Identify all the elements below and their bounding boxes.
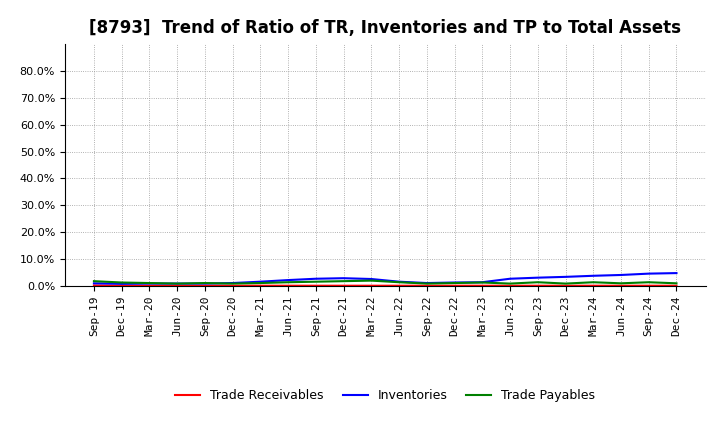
Inventories [145, 281, 154, 286]
Trade Receivables [145, 283, 154, 288]
Inventories [228, 280, 237, 286]
Trade Payables [201, 280, 210, 286]
Inventories [534, 275, 542, 280]
Trade Receivables [117, 283, 126, 288]
Trade Receivables [561, 283, 570, 288]
Trade Payables [256, 280, 265, 286]
Trade Payables [450, 280, 459, 286]
Trade Payables [616, 281, 625, 286]
Inventories [644, 271, 653, 276]
Inventories [478, 279, 487, 285]
Trade Payables [312, 279, 320, 284]
Trade Payables [423, 281, 431, 286]
Trade Receivables [367, 283, 376, 288]
Trade Payables [589, 279, 598, 285]
Trade Payables [534, 279, 542, 285]
Trade Payables [367, 278, 376, 283]
Inventories [284, 278, 292, 283]
Trade Payables [145, 280, 154, 286]
Trade Receivables [616, 283, 625, 288]
Trade Receivables [644, 283, 653, 288]
Trade Receivables [505, 283, 514, 288]
Trade Payables [672, 281, 681, 286]
Trade Payables [228, 281, 237, 286]
Trade Receivables [339, 283, 348, 288]
Inventories [672, 271, 681, 276]
Trade Receivables [672, 283, 681, 288]
Inventories [589, 273, 598, 279]
Line: Trade Payables: Trade Payables [94, 281, 677, 284]
Inventories [505, 276, 514, 282]
Trade Payables [284, 279, 292, 285]
Trade Payables [644, 279, 653, 285]
Trade Payables [173, 281, 181, 286]
Trade Receivables [312, 283, 320, 288]
Title: [8793]  Trend of Ratio of TR, Inventories and TP to Total Assets: [8793] Trend of Ratio of TR, Inventories… [89, 19, 681, 37]
Trade Payables [339, 279, 348, 284]
Trade Receivables [534, 283, 542, 288]
Inventories [201, 281, 210, 286]
Trade Receivables [89, 283, 98, 288]
Legend: Trade Receivables, Inventories, Trade Payables: Trade Receivables, Inventories, Trade Pa… [170, 384, 600, 407]
Inventories [117, 281, 126, 286]
Trade Receivables [173, 283, 181, 288]
Trade Receivables [228, 283, 237, 288]
Trade Payables [478, 280, 487, 285]
Trade Receivables [256, 283, 265, 288]
Trade Receivables [450, 283, 459, 288]
Inventories [339, 275, 348, 281]
Inventories [312, 276, 320, 282]
Trade Payables [89, 279, 98, 284]
Trade Receivables [589, 283, 598, 288]
Trade Receivables [423, 283, 431, 288]
Trade Payables [395, 279, 403, 285]
Inventories [256, 279, 265, 284]
Inventories [89, 281, 98, 286]
Inventories [561, 274, 570, 279]
Trade Payables [117, 280, 126, 285]
Trade Receivables [201, 283, 210, 288]
Inventories [616, 272, 625, 278]
Inventories [395, 279, 403, 284]
Inventories [173, 281, 181, 286]
Trade Receivables [478, 283, 487, 288]
Trade Payables [505, 281, 514, 286]
Trade Payables [561, 281, 570, 286]
Line: Inventories: Inventories [94, 273, 677, 284]
Inventories [367, 276, 376, 282]
Inventories [423, 280, 431, 286]
Trade Receivables [395, 283, 403, 288]
Trade Receivables [284, 283, 292, 288]
Inventories [450, 280, 459, 285]
